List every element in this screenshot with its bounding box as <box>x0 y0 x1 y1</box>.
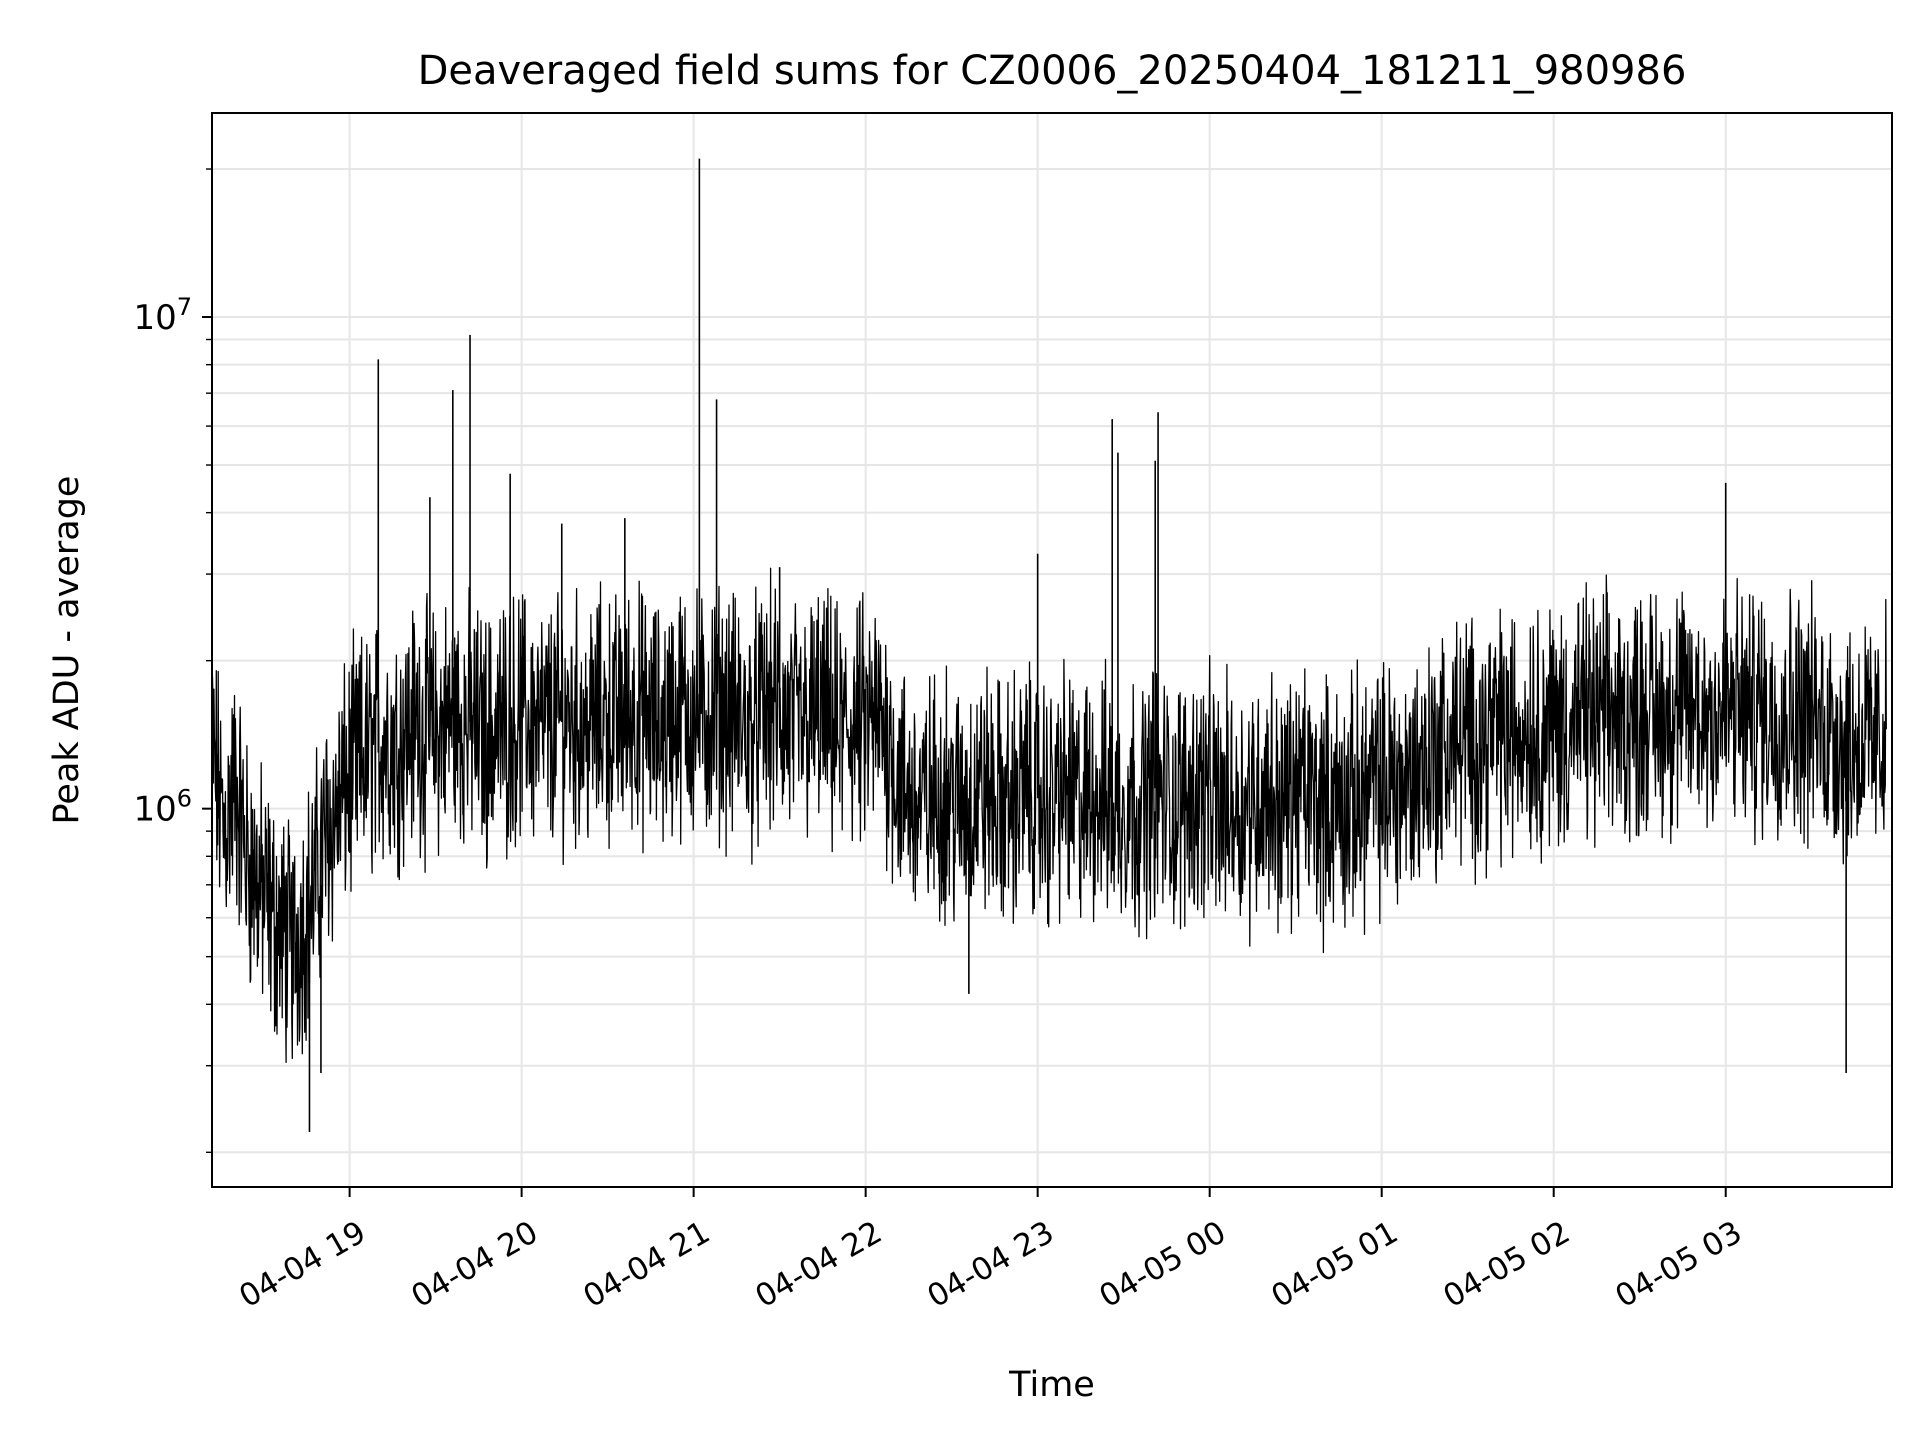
x-tick-label: 04-04 19 <box>233 1214 372 1315</box>
x-tick-label: 04-04 22 <box>749 1214 888 1315</box>
plot-frame <box>211 112 1893 1188</box>
grid <box>212 113 1892 1187</box>
x-tick-label: 04-05 03 <box>1609 1214 1748 1315</box>
y-axis-ticks: 106 107 <box>133 168 212 1153</box>
x-tick-label: 04-04 23 <box>921 1214 1060 1315</box>
x-tick-label: 04-05 01 <box>1265 1214 1404 1315</box>
x-axis-ticks: 04-04 19 04-04 20 04-04 21 04-04 22 04-04 23… <box>233 1187 1748 1315</box>
x-tick-label: 04-05 02 <box>1437 1214 1576 1315</box>
x-tick-label: 04-05 00 <box>1093 1214 1232 1315</box>
x-axis-label: Time <box>1008 1365 1095 1405</box>
series-line <box>211 567 1887 1064</box>
y-tick-label: 107 <box>133 293 192 338</box>
series-layer <box>211 158 1887 1132</box>
y-tick-label: 106 <box>133 785 192 830</box>
x-tick-label: 04-04 21 <box>577 1214 716 1315</box>
chart-title: Deaveraged field sums for CZ0006_2025040… <box>418 48 1687 94</box>
x-tick-label: 04-04 20 <box>405 1214 544 1315</box>
y-axis-label: Peak ADU - average <box>47 476 87 825</box>
